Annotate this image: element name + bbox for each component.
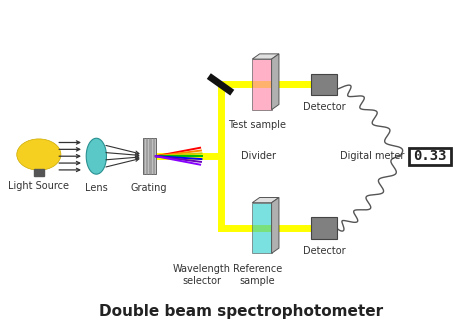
Polygon shape [272,54,279,110]
Polygon shape [252,198,279,203]
Text: Light Source: Light Source [9,181,69,191]
Text: Wavelength
selector: Wavelength selector [173,264,231,286]
Polygon shape [86,138,107,174]
Circle shape [17,139,61,170]
FancyBboxPatch shape [143,138,155,174]
Text: Divider: Divider [241,151,276,161]
Text: Lens: Lens [85,183,108,193]
Text: 0.33: 0.33 [413,149,447,163]
FancyBboxPatch shape [311,217,337,239]
Polygon shape [252,59,272,110]
FancyBboxPatch shape [34,169,44,176]
Text: Reference
sample: Reference sample [233,264,282,286]
FancyBboxPatch shape [311,74,337,95]
Text: Test sample: Test sample [228,120,286,130]
Text: Digital meter: Digital meter [340,151,404,161]
Text: Detector: Detector [303,102,346,112]
FancyBboxPatch shape [409,148,451,165]
Polygon shape [252,203,272,253]
Polygon shape [272,198,279,253]
Text: Double beam spectrophotometer: Double beam spectrophotometer [99,304,383,319]
Text: Detector: Detector [303,246,346,256]
Text: Grating: Grating [131,183,167,193]
Polygon shape [252,54,279,59]
